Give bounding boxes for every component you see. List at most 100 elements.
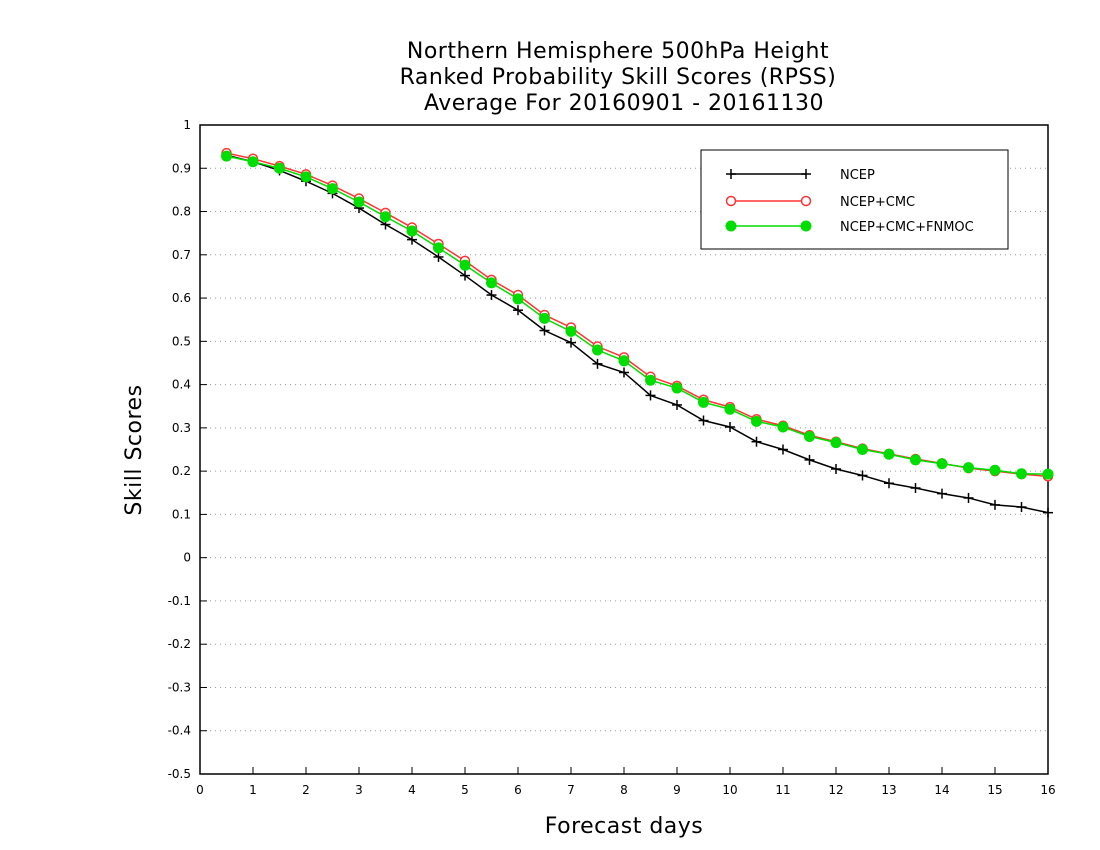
data-point bbox=[221, 150, 232, 162]
data-point bbox=[884, 478, 894, 489]
data-point bbox=[963, 462, 974, 474]
y-tick-label: 0.4 bbox=[172, 378, 191, 392]
y-tick-label: -0.2 bbox=[168, 637, 191, 651]
data-point bbox=[989, 464, 1001, 476]
legend-label: NCEP+CMC+FNMOC bbox=[840, 220, 974, 235]
data-point bbox=[883, 448, 895, 460]
data-point bbox=[1016, 468, 1027, 480]
y-tick-label: 0.3 bbox=[172, 421, 191, 435]
x-axis: 0 1 2 3 4 5 6 7 8 9 10 11 12 13 14 15 16 bbox=[196, 767, 1056, 797]
x-tick-label: 10 bbox=[722, 783, 737, 797]
data-point bbox=[725, 422, 735, 433]
title-line-1: Northern Hemisphere 500hPa Height bbox=[407, 39, 829, 64]
grid-lines bbox=[200, 167, 1048, 732]
x-tick-label: 13 bbox=[881, 783, 896, 797]
legend-marker bbox=[800, 220, 812, 232]
data-point bbox=[963, 492, 974, 503]
data-point bbox=[565, 325, 577, 337]
x-tick-label: 7 bbox=[567, 783, 575, 797]
data-point bbox=[778, 444, 788, 455]
data-point bbox=[804, 454, 815, 465]
data-point bbox=[1043, 507, 1053, 518]
x-tick-label: 14 bbox=[934, 783, 949, 797]
data-point bbox=[539, 325, 550, 336]
data-point bbox=[724, 403, 736, 415]
series-line bbox=[226, 154, 1049, 514]
data-point bbox=[910, 454, 921, 466]
data-point bbox=[353, 196, 365, 208]
x-tick-label: 0 bbox=[196, 783, 204, 797]
data-point bbox=[486, 277, 497, 289]
data-point bbox=[592, 358, 603, 369]
y-tick-label: -0.5 bbox=[168, 767, 191, 781]
legend-entry: NCEP+CMC bbox=[725, 195, 915, 210]
data-point bbox=[433, 251, 444, 262]
x-tick-label: 1 bbox=[249, 783, 257, 797]
y-tick-label: -0.1 bbox=[168, 594, 191, 608]
y-tick-label: 0.1 bbox=[172, 507, 191, 521]
y-tick-label: 0.5 bbox=[172, 334, 191, 348]
data-point bbox=[671, 382, 683, 394]
data-point bbox=[1016, 502, 1027, 513]
data-point bbox=[539, 312, 550, 324]
y-tick-label: 0 bbox=[183, 551, 191, 565]
data-point bbox=[380, 211, 391, 223]
legend-marker bbox=[800, 195, 812, 207]
data-point bbox=[990, 499, 1000, 510]
x-axis-label: Forecast days bbox=[545, 814, 704, 839]
legend-entry: NCEP+CMC+FNMOC bbox=[725, 220, 974, 235]
x-tick-label: 8 bbox=[620, 783, 628, 797]
data-point bbox=[857, 444, 868, 455]
data-point bbox=[777, 421, 789, 433]
data-point bbox=[937, 488, 947, 499]
legend-entry: NCEP bbox=[726, 168, 875, 183]
data-point bbox=[486, 290, 497, 301]
x-tick-label: 12 bbox=[828, 783, 843, 797]
x-tick-label: 15 bbox=[987, 783, 1002, 797]
y-tick-label: 0.9 bbox=[172, 161, 191, 175]
data-point bbox=[751, 415, 762, 427]
y-axis-label: Skill Scores bbox=[122, 384, 147, 515]
x-tick-label: 9 bbox=[673, 783, 681, 797]
y-tick-label: 1 bbox=[183, 118, 191, 132]
y-tick-label: -0.4 bbox=[168, 724, 191, 738]
data-point bbox=[300, 171, 312, 183]
data-point bbox=[698, 415, 709, 426]
chart-title: Northern Hemisphere 500hPa Height Ranked… bbox=[400, 39, 836, 116]
y-tick-label: 0.6 bbox=[172, 291, 191, 305]
legend-marker bbox=[726, 169, 736, 179]
y-tick-label: 0.7 bbox=[172, 248, 191, 262]
data-point bbox=[460, 270, 470, 281]
data-point bbox=[406, 225, 418, 237]
y-tick-label: -0.3 bbox=[168, 680, 191, 694]
data-point bbox=[566, 337, 576, 348]
legend-marker bbox=[801, 169, 811, 179]
x-tick-label: 16 bbox=[1040, 783, 1055, 797]
x-tick-label: 2 bbox=[302, 783, 310, 797]
x-tick-label: 5 bbox=[461, 783, 469, 797]
y-axis: -0.5 -0.4 -0.3 -0.2 -0.1 0 0.1 0.2 0.3 0.4 0.5 0.6 0… bbox=[168, 118, 207, 781]
data-point bbox=[247, 156, 259, 168]
data-point bbox=[619, 367, 629, 378]
data-point bbox=[274, 162, 285, 174]
data-point bbox=[513, 305, 523, 316]
legend-marker bbox=[725, 220, 737, 232]
x-tick-label: 3 bbox=[355, 783, 363, 797]
x-tick-label: 4 bbox=[408, 783, 416, 797]
x-tick-label: 11 bbox=[775, 783, 790, 797]
legend-label: NCEP+CMC bbox=[840, 195, 915, 210]
data-point bbox=[1042, 468, 1054, 480]
legend-label: NCEP bbox=[840, 168, 875, 183]
data-point bbox=[327, 183, 338, 195]
data-point bbox=[857, 470, 868, 481]
data-point bbox=[433, 242, 444, 254]
data-point bbox=[831, 463, 841, 474]
legend-box bbox=[700, 149, 1009, 250]
data-point bbox=[618, 355, 630, 367]
y-tick-label: 0.2 bbox=[172, 464, 191, 478]
data-point bbox=[645, 390, 656, 401]
data-point bbox=[751, 436, 762, 447]
data-point bbox=[698, 396, 709, 408]
legend: NCEP NCEP+CMC NCEP+CMC+FNMOC bbox=[700, 149, 1009, 250]
